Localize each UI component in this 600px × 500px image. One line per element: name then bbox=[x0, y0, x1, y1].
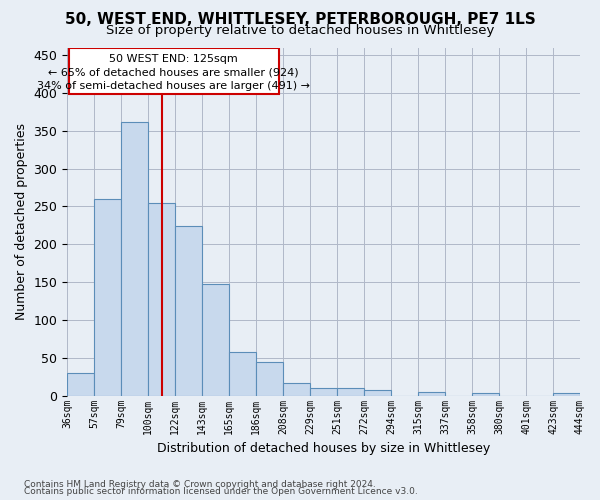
Y-axis label: Number of detached properties: Number of detached properties bbox=[15, 123, 28, 320]
Bar bbox=[148, 202, 175, 396]
Text: 34% of semi-detached houses are larger (491) →: 34% of semi-detached houses are larger (… bbox=[37, 81, 310, 91]
Text: 50, WEST END, WHITTLESEY, PETERBOROUGH, PE7 1LS: 50, WEST END, WHITTLESEY, PETERBOROUGH, … bbox=[65, 12, 535, 26]
FancyBboxPatch shape bbox=[68, 48, 279, 94]
X-axis label: Distribution of detached houses by size in Whittlesey: Distribution of detached houses by size … bbox=[157, 442, 490, 455]
Bar bbox=[175, 226, 202, 396]
Bar bbox=[121, 122, 148, 396]
Bar bbox=[337, 388, 364, 396]
Bar bbox=[229, 352, 256, 396]
Bar bbox=[67, 373, 94, 396]
Bar bbox=[553, 394, 580, 396]
Text: Contains public sector information licensed under the Open Government Licence v3: Contains public sector information licen… bbox=[24, 487, 418, 496]
Text: ← 65% of detached houses are smaller (924): ← 65% of detached houses are smaller (92… bbox=[49, 67, 299, 77]
Bar bbox=[364, 390, 391, 396]
Text: Size of property relative to detached houses in Whittlesey: Size of property relative to detached ho… bbox=[106, 24, 494, 37]
Bar bbox=[256, 362, 283, 396]
Bar bbox=[94, 199, 121, 396]
Bar bbox=[202, 284, 229, 396]
Text: 50 WEST END: 125sqm: 50 WEST END: 125sqm bbox=[109, 54, 238, 64]
Bar bbox=[418, 392, 445, 396]
Bar bbox=[472, 394, 499, 396]
Bar bbox=[310, 388, 337, 396]
Text: Contains HM Land Registry data © Crown copyright and database right 2024.: Contains HM Land Registry data © Crown c… bbox=[24, 480, 376, 489]
Bar bbox=[283, 383, 310, 396]
